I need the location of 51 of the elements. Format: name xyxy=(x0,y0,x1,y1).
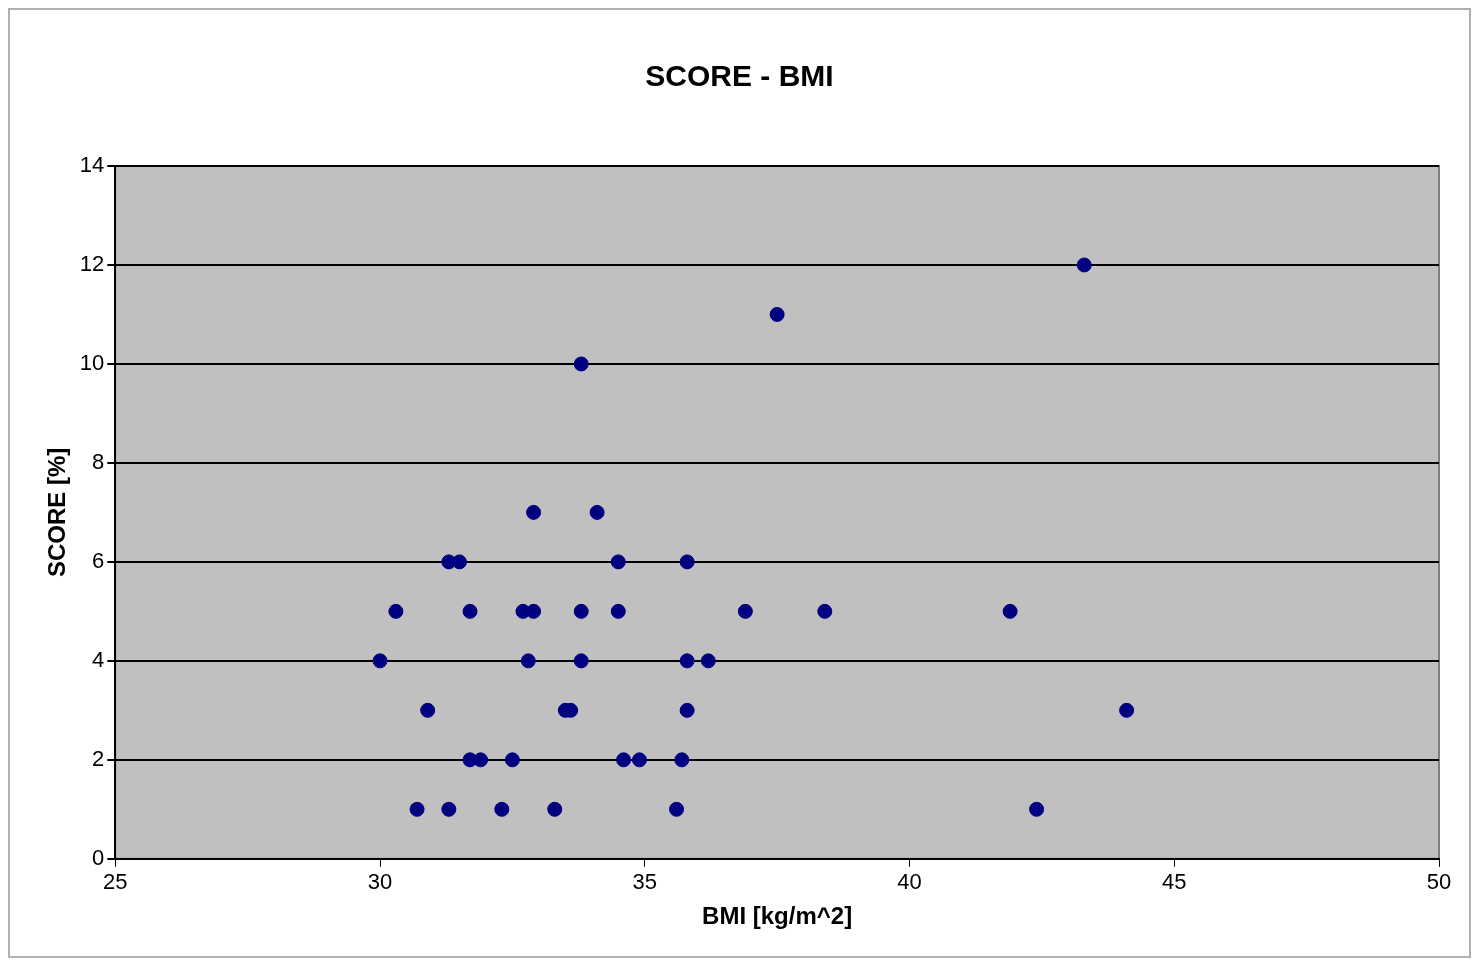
point xyxy=(589,504,605,520)
point xyxy=(409,801,425,817)
y-tick-label: 2 xyxy=(92,745,105,771)
point xyxy=(520,653,536,669)
x-tick-label: 30 xyxy=(367,869,393,895)
point xyxy=(573,653,589,669)
point xyxy=(679,702,695,718)
point xyxy=(700,653,716,669)
y-tick-label: 6 xyxy=(92,547,105,573)
y-axis-title: SCORE [%] xyxy=(43,447,71,578)
point xyxy=(526,504,542,520)
point xyxy=(441,801,457,817)
x-tick-label: 25 xyxy=(103,869,128,895)
y-tick-label: 12 xyxy=(79,251,105,277)
point xyxy=(769,306,785,322)
point xyxy=(372,653,388,669)
point xyxy=(462,603,478,619)
point xyxy=(388,603,404,619)
x-tick-label: 45 xyxy=(1162,869,1187,895)
x-tick-label: 40 xyxy=(897,869,922,895)
point xyxy=(547,801,563,817)
point xyxy=(1002,603,1018,619)
point xyxy=(420,702,436,718)
point xyxy=(1029,801,1045,817)
y-tick-label: 4 xyxy=(92,646,105,672)
y-tick-label: 0 xyxy=(92,844,105,870)
point xyxy=(669,801,685,817)
x-tick-label: 35 xyxy=(632,869,657,895)
point xyxy=(573,603,589,619)
point xyxy=(610,603,626,619)
point xyxy=(737,603,753,619)
chart-title: SCORE - BMI xyxy=(645,59,834,93)
point xyxy=(1119,702,1135,718)
point xyxy=(817,603,833,619)
point xyxy=(679,554,695,570)
point xyxy=(573,356,589,372)
point xyxy=(674,752,690,768)
point xyxy=(679,653,695,669)
point xyxy=(473,752,489,768)
x-tick-label: 50 xyxy=(1426,869,1452,895)
point xyxy=(631,752,647,768)
y-tick-label: 10 xyxy=(79,350,105,376)
point xyxy=(494,801,510,817)
point xyxy=(1076,257,1092,273)
point xyxy=(616,752,632,768)
point xyxy=(504,752,520,768)
point xyxy=(610,554,626,570)
point xyxy=(526,603,542,619)
x-axis-title: BMI [kg/m^2] xyxy=(702,902,853,930)
y-tick-label: 14 xyxy=(79,152,105,178)
y-tick-label: 8 xyxy=(92,448,105,474)
